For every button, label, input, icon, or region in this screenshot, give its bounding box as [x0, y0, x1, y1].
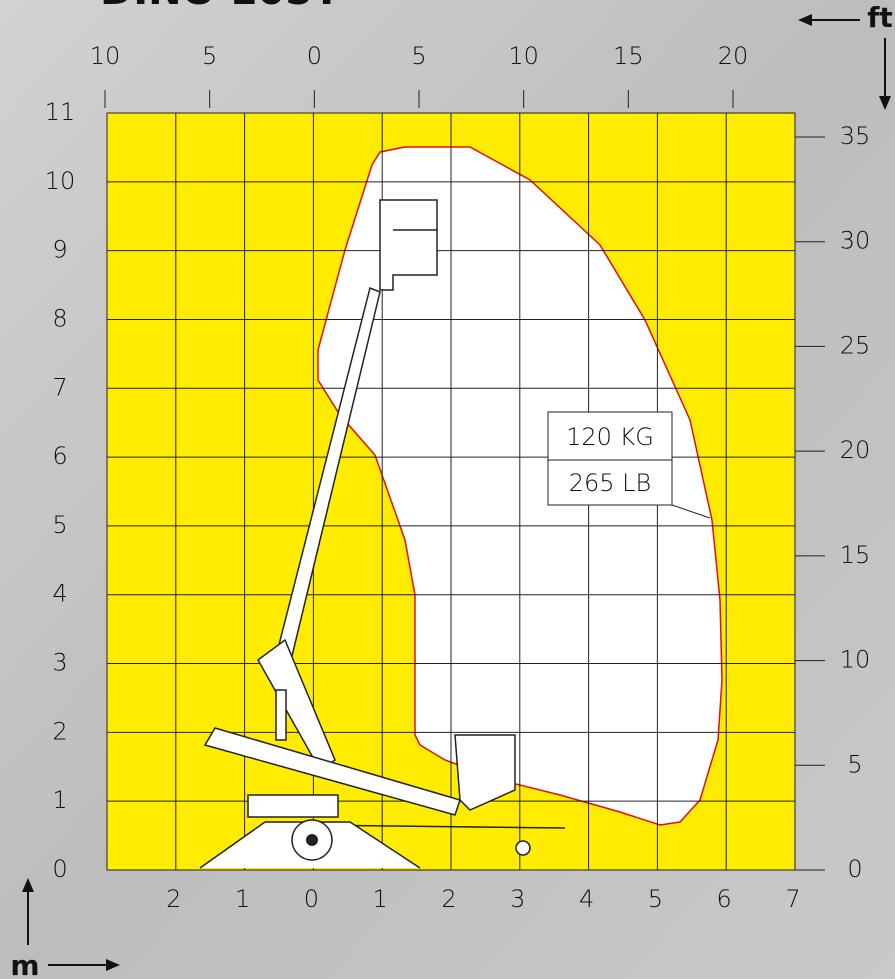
right-tick-label: 5 [847, 750, 862, 778]
left-tick-label: 9 [52, 236, 67, 264]
left-tick-label: 0 [52, 855, 67, 883]
right-tick-label: 0 [847, 855, 862, 883]
load-lb: 265 LB [569, 469, 652, 497]
right-tick-label: 10 [840, 646, 871, 674]
bottom-tick-label: 1 [235, 885, 250, 913]
left-tick-label: 1 [52, 786, 67, 814]
right-tick-label: 20 [840, 436, 871, 464]
bottom-tick-label: 3 [510, 885, 525, 913]
bottom-tick-label: 2 [441, 885, 456, 913]
left-tick-label: 8 [52, 304, 67, 332]
left-tick-label: 4 [52, 580, 67, 608]
bottom-tick-label: 2 [166, 885, 181, 913]
bottom-tick-label: 7 [785, 885, 800, 913]
right-tick-label: 15 [840, 541, 871, 569]
bottom-tick-label: 6 [717, 885, 732, 913]
top-tick-label: 0 [307, 42, 322, 70]
ft-unit: ft [867, 1, 893, 34]
load-kg: 120 KG [566, 423, 654, 451]
top-tick-label: 5 [202, 42, 217, 70]
bottom-tick-label: 1 [373, 885, 388, 913]
left-tick-label: 3 [52, 649, 67, 677]
bottom-tick-label: 5 [648, 885, 663, 913]
top-tick-label: 15 [613, 42, 644, 70]
top-tick-label: 5 [411, 42, 426, 70]
left-tick-label: 2 [52, 717, 67, 745]
title: DINO 105T [100, 0, 341, 14]
right-tick-label: 25 [840, 331, 871, 359]
left-tick-label: 5 [52, 511, 67, 539]
right-tick-label: 30 [840, 227, 871, 255]
left-tick-label: 6 [52, 442, 67, 470]
top-tick-label: 10 [90, 42, 121, 70]
bottom-tick-label: 0 [304, 885, 319, 913]
bottom-tick-label: 4 [579, 885, 594, 913]
right-tick-label: 35 [840, 122, 871, 150]
top-tick-label: 10 [508, 42, 539, 70]
left-tick-label: 10 [45, 167, 76, 195]
left-tick-label: 7 [52, 373, 67, 401]
left-tick-label: 11 [45, 98, 76, 126]
m-unit: m [10, 949, 39, 979]
top-tick-label: 20 [718, 42, 749, 70]
diagram: DINO 105T 120 KG 265 LB ft m [0, 0, 895, 979]
